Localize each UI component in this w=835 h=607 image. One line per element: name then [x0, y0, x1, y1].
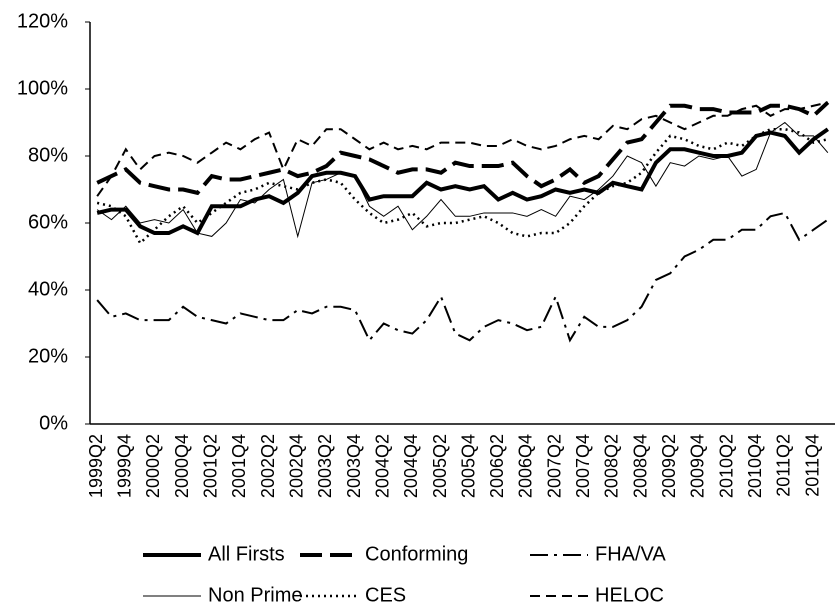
y-tick-label: 20%	[28, 345, 68, 367]
x-tick-label: 2007Q4	[573, 434, 593, 498]
legend-label: HELOC	[595, 584, 664, 606]
x-tick-label: 2008Q4	[630, 434, 650, 498]
x-tick-label: 1999Q2	[86, 434, 106, 498]
x-tick-label: 2009Q4	[688, 434, 708, 498]
x-tick-label: 2001Q2	[201, 434, 221, 498]
x-tick-label: 2002Q2	[258, 434, 278, 498]
y-tick-label: 60%	[28, 211, 68, 233]
x-tick-label: 2000Q4	[172, 434, 192, 498]
y-tick-label: 80%	[28, 144, 68, 166]
x-tick-label: 2007Q2	[544, 434, 564, 498]
series-line	[96, 211, 829, 343]
series-line	[96, 100, 830, 196]
x-tick-label: 2008Q2	[602, 434, 622, 498]
legend-label: FHA/VA	[595, 543, 666, 565]
y-tick-label: 40%	[28, 278, 68, 300]
x-tick-label: 2010Q4	[745, 434, 765, 498]
x-tick-label: 2003Q4	[344, 434, 364, 498]
x-tick-label: 1999Q4	[115, 434, 135, 498]
y-tick-label: 100%	[17, 77, 68, 99]
x-tick-label: 2004Q4	[401, 434, 421, 498]
x-tick-label: 2005Q2	[430, 434, 450, 498]
series-line	[96, 127, 829, 236]
legend-label: Non Prime	[208, 584, 302, 606]
series-line	[96, 127, 829, 246]
legend-label: All Firsts	[208, 543, 285, 565]
series-line	[96, 121, 829, 239]
y-tick-label: 0%	[39, 412, 68, 434]
x-tick-label: 2002Q4	[286, 434, 306, 498]
y-tick-label: 120%	[17, 10, 68, 32]
x-tick-label: 2006Q2	[487, 434, 507, 498]
x-tick-label: 2004Q2	[372, 434, 392, 498]
legend-label: Conforming	[365, 543, 468, 565]
series-line	[96, 101, 829, 197]
x-tick-label: 2000Q2	[143, 434, 163, 498]
x-tick-label: 2009Q2	[659, 434, 679, 498]
x-tick-label: 2010Q2	[716, 434, 736, 498]
x-tick-label: 2011Q4	[802, 434, 822, 497]
x-tick-label: 2006Q4	[516, 434, 536, 498]
x-tick-label: 2005Q4	[458, 434, 478, 498]
legend-label: CES	[365, 584, 406, 606]
x-tick-label: 2011Q2	[774, 434, 794, 497]
x-tick-label: 2003Q2	[315, 434, 335, 498]
x-tick-label: 2001Q4	[229, 434, 249, 498]
